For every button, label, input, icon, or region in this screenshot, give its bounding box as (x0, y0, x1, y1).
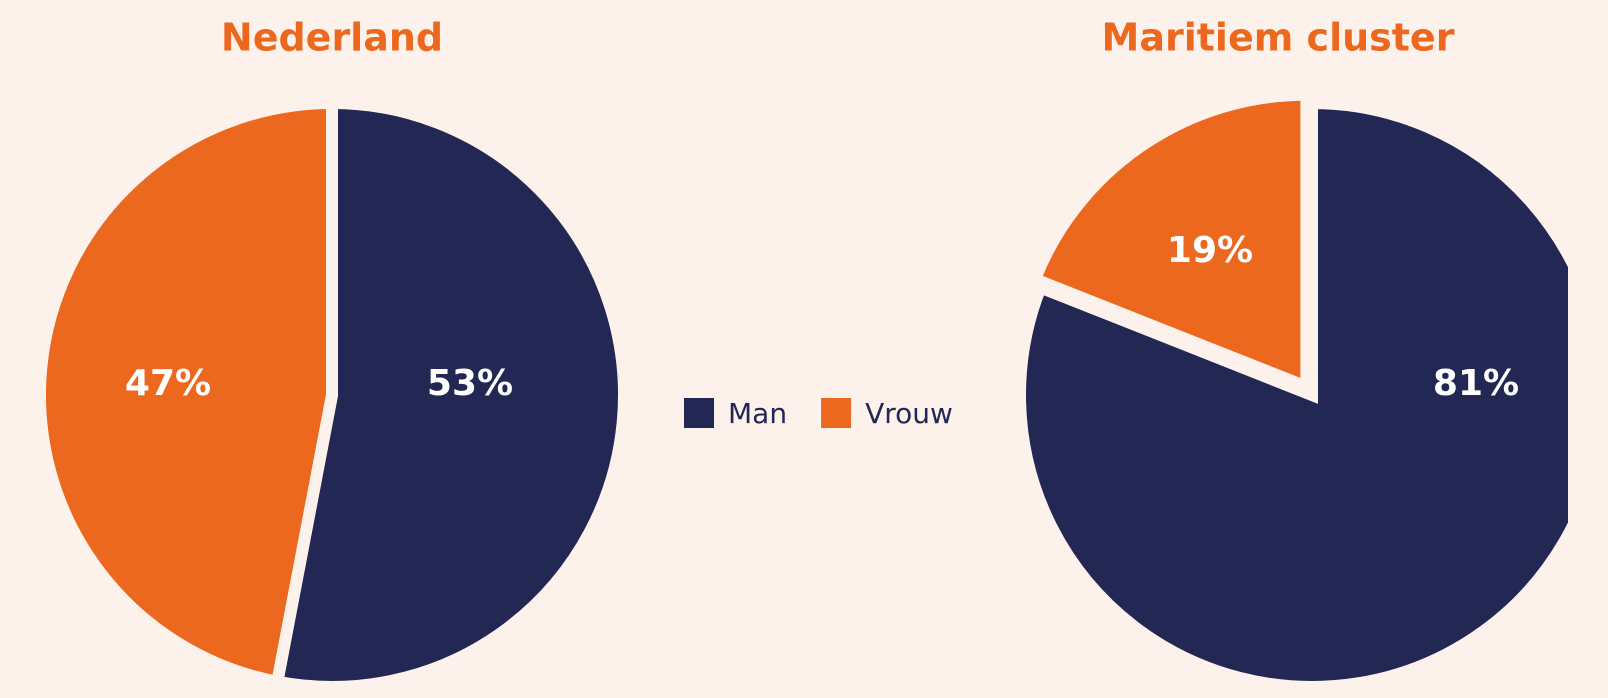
chart-title: Nederland (221, 16, 443, 60)
pie-slice (34, 96, 338, 689)
pie-slice (1014, 96, 1568, 693)
legend-swatch (684, 398, 714, 428)
legend-swatch (821, 398, 852, 428)
value-label: 19% (1167, 230, 1253, 271)
legend-label: Vrouw (865, 397, 953, 430)
value-label: 53% (427, 363, 513, 404)
plots: 53% 47% 81% 19% (34, 88, 1568, 693)
pie-slice (1027, 88, 1313, 396)
value-label: 47% (125, 363, 211, 404)
chart-title: Maritiem cluster (1102, 16, 1455, 60)
pie-slice (270, 96, 630, 693)
legend-label: Man (728, 397, 787, 430)
value-label: 81% (1433, 363, 1519, 404)
